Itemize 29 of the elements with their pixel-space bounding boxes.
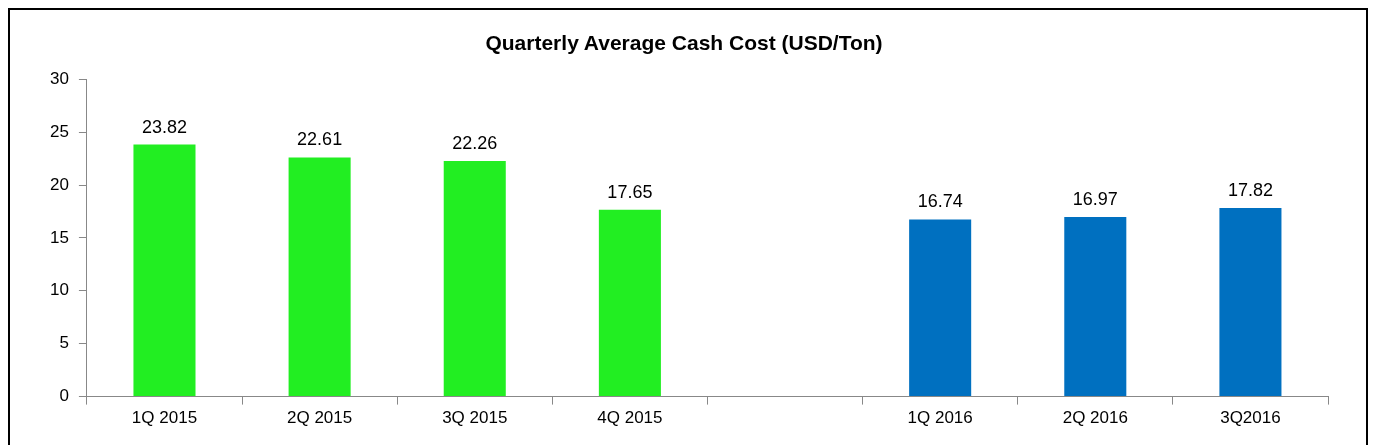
- bar: [443, 161, 506, 397]
- chart-title: Quarterly Average Cash Cost (USD/Ton): [485, 31, 883, 55]
- data-label: 17.82: [1227, 180, 1273, 201]
- y-tick-label: 15: [49, 227, 69, 247]
- x-tick-label: 1Q 2015: [131, 408, 198, 428]
- y-tick-label: 25: [49, 121, 69, 141]
- data-label: 23.82: [141, 116, 187, 137]
- y-tick-label: 20: [49, 174, 69, 194]
- y-tick-label: 5: [59, 333, 69, 353]
- x-tick-label: 2Q 2015: [287, 408, 353, 428]
- bar: [909, 219, 972, 397]
- bar: [598, 209, 661, 397]
- bar: [1064, 217, 1127, 397]
- data-label: 17.65: [607, 181, 653, 202]
- data-label: 16.74: [917, 191, 963, 212]
- data-label: 22.61: [297, 129, 343, 150]
- x-tick-label: 2Q 2016: [1062, 408, 1128, 428]
- y-tick-label: 30: [49, 68, 69, 88]
- x-tick-label: 3Q2016: [1220, 408, 1281, 428]
- bar: [1219, 208, 1282, 397]
- bar: [288, 157, 351, 397]
- x-tick-label: 3Q 2015: [442, 408, 508, 428]
- y-tick-label: 0: [59, 386, 69, 406]
- x-tick-label: 4Q 2015: [597, 408, 663, 428]
- bar: [133, 144, 196, 397]
- data-label: 22.26: [452, 133, 498, 154]
- data-label: 16.97: [1072, 189, 1118, 210]
- x-tick-label: 1Q 2016: [907, 408, 973, 428]
- y-tick-label: 10: [49, 280, 69, 300]
